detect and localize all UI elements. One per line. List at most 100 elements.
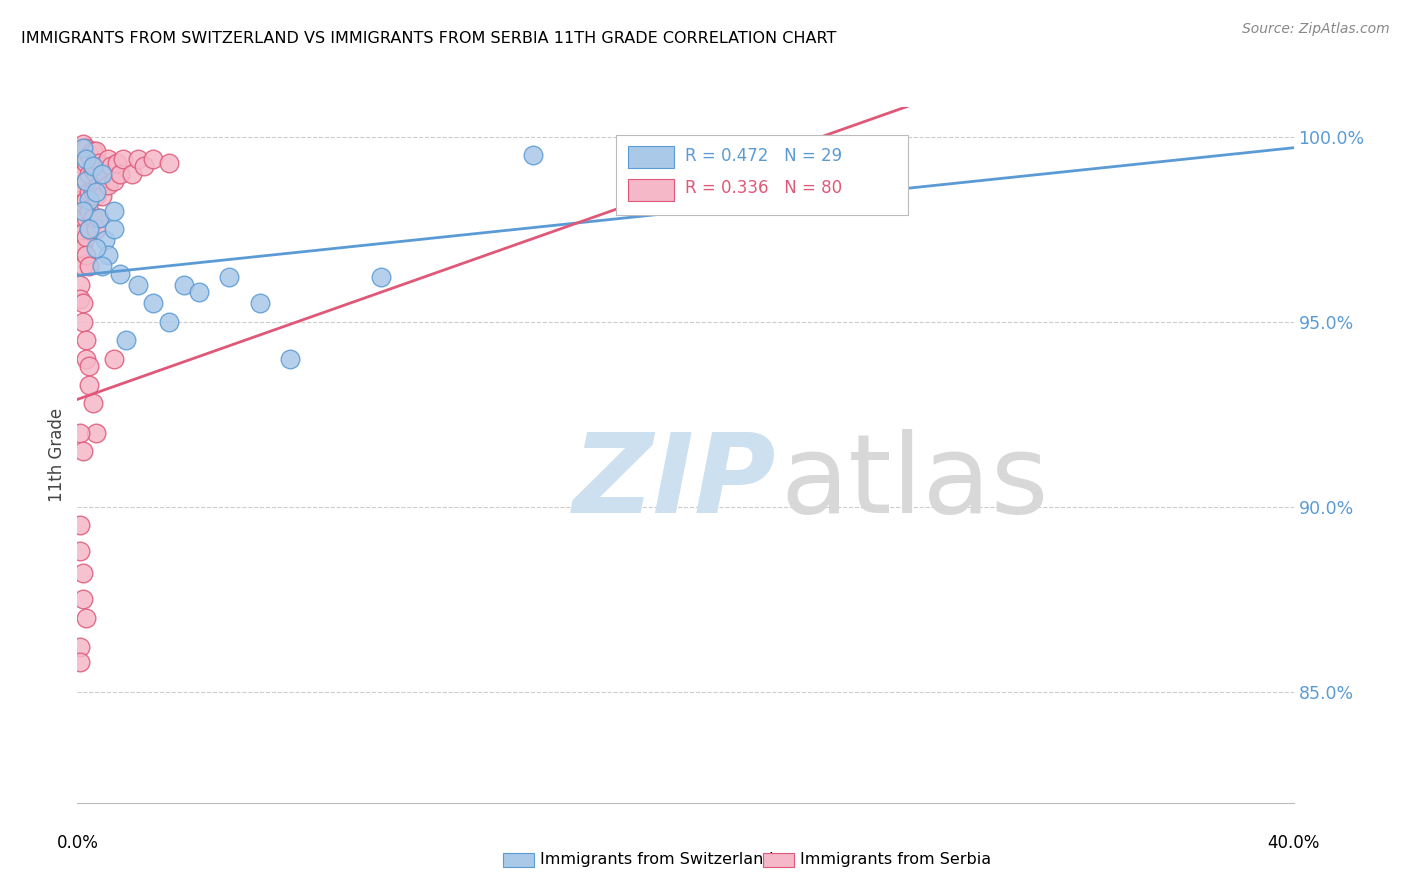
Point [75,174,97,188]
Point [75,333,97,347]
Point [79,259,101,273]
Point [87,211,110,225]
Point [69,193,91,207]
Point [121,167,143,181]
Point [157,155,180,169]
Point [75,193,97,207]
Point [90,259,112,273]
Point [218,270,240,285]
Point [72,259,94,273]
Point [72,592,94,607]
Point [79,148,101,162]
Point [75,229,97,244]
Text: Immigrants from Switzerland: Immigrants from Switzerland [540,853,773,867]
Point [69,155,91,169]
Point [127,152,149,166]
Point [82,145,104,159]
Point [69,277,91,292]
Point [72,167,94,181]
Point [79,185,101,199]
Text: R = 0.336   N = 80: R = 0.336 N = 80 [686,179,842,197]
Point [97,248,120,262]
Point [108,167,131,181]
Point [69,518,91,533]
Point [84,222,107,236]
Point [72,444,94,458]
Point [72,211,94,225]
Point [84,425,107,440]
Text: R = 0.472   N = 29: R = 0.472 N = 29 [686,147,842,165]
Point [75,248,97,262]
Point [69,222,91,236]
Point [82,211,104,225]
Point [370,270,392,285]
Point [69,167,91,181]
Point [115,333,138,347]
Point [188,285,211,299]
Text: ZIP: ZIP [574,429,776,536]
Point [93,233,115,247]
Point [72,152,94,166]
Point [111,152,134,166]
Point [249,296,271,310]
Point [69,655,91,669]
Point [69,425,91,440]
Point [72,566,94,581]
Point [69,141,91,155]
Point [69,293,91,307]
Point [84,189,107,203]
Point [75,152,97,166]
Point [75,211,97,225]
Point [79,193,101,207]
Y-axis label: 11th Grade: 11th Grade [48,408,66,502]
Point [79,359,101,373]
Point [79,203,101,218]
Point [75,351,97,366]
Point [69,181,91,195]
Point [90,189,112,203]
Point [72,196,94,211]
Point [79,377,101,392]
Point [82,163,104,178]
Point [90,167,112,181]
Point [90,159,112,173]
Text: Immigrants from Serbia: Immigrants from Serbia [800,853,991,867]
Point [103,174,125,188]
Point [72,136,94,151]
Point [157,315,180,329]
Point [100,159,122,173]
Point [72,181,94,195]
Text: IMMIGRANTS FROM SWITZERLAND VS IMMIGRANTS FROM SERBIA 11TH GRADE CORRELATION CHA: IMMIGRANTS FROM SWITZERLAND VS IMMIGRANT… [21,31,837,46]
Point [72,241,94,255]
Point [522,148,544,162]
Point [87,211,110,225]
Point [69,211,91,225]
Point [84,167,107,181]
Point [103,203,125,218]
Point [75,174,97,188]
Text: Source: ZipAtlas.com: Source: ZipAtlas.com [1241,22,1389,37]
Point [84,185,107,199]
Point [69,640,91,655]
Point [75,155,97,169]
Point [72,141,94,155]
Point [75,141,97,155]
Point [173,277,195,292]
Point [75,611,97,625]
FancyBboxPatch shape [628,178,675,201]
Point [103,222,125,236]
Point [103,351,125,366]
Point [82,185,104,199]
FancyBboxPatch shape [616,135,908,215]
Point [97,178,120,192]
Point [72,226,94,240]
Point [278,351,301,366]
Point [84,241,107,255]
Point [87,155,110,169]
Point [134,159,156,173]
Point [87,178,110,192]
Point [93,167,115,181]
Point [97,152,120,166]
Text: 40.0%: 40.0% [1267,834,1320,852]
Point [79,167,101,181]
